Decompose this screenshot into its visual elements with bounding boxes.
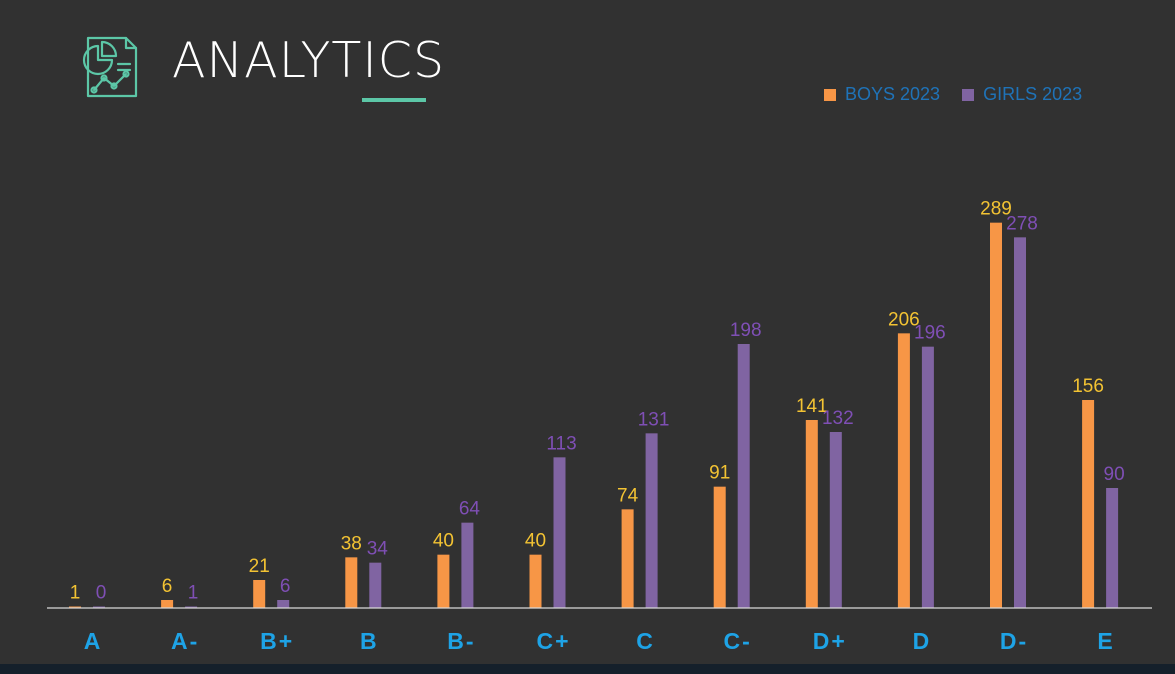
category-label: D [913,628,932,654]
category-label: D+ [813,628,847,654]
legend-item-boys: BOYS 2023 [824,84,940,105]
bar-girls-D [921,346,934,608]
data-label-girls: 132 [822,408,854,429]
data-label-boys: 141 [796,396,828,417]
data-label-girls: 198 [730,320,762,341]
data-label-boys: 156 [1072,376,1104,397]
bar-girls-A- [185,606,198,608]
category-label: C- [724,628,752,654]
bar-boys-D [897,333,910,608]
bar-girls-C+ [553,457,566,608]
category-label: C+ [536,628,570,654]
data-label-boys: 38 [341,533,362,554]
title-underline [362,98,426,102]
bar-boys-A [69,606,81,608]
bar-boys-B- [437,554,450,608]
bar-girls-E [1106,488,1119,608]
legend-item-girls: GIRLS 2023 [962,84,1082,105]
bar-boys-D- [990,222,1002,608]
bar-boys-B+ [253,580,266,608]
data-label-boys: 6 [162,576,173,597]
bar-boys-B [345,557,358,608]
data-label-girls: 113 [546,433,576,454]
legend-swatch [824,88,836,101]
data-label-girls: 1 [188,583,199,604]
data-label-boys: 91 [709,463,730,484]
data-label-boys: 40 [433,531,454,552]
legend-swatch [962,88,975,101]
bar-girls-C- [737,344,750,608]
data-label-girls: 131 [638,409,670,430]
data-label-girls: 64 [459,499,481,520]
category-label: A [84,628,103,654]
category-label: B- [447,628,475,654]
bar-boys-A- [161,600,174,608]
chart-legend: BOYS 2023 GIRLS 2023 [824,84,1082,105]
bar-girls-D- [1014,237,1026,609]
bar-girls-B+ [277,600,290,608]
legend-label: BOYS 2023 [845,84,941,104]
data-label-boys: 289 [980,199,1012,220]
category-label: C [636,628,655,654]
bar-boys-E [1082,400,1095,608]
bar-boys-D+ [805,420,818,608]
bar-girls-C [645,433,658,608]
bottom-strip [0,664,1175,674]
data-label-girls: 196 [914,323,946,344]
data-label-boys: 21 [249,556,270,577]
bar-girls-B- [461,522,474,608]
data-label-girls: 6 [280,576,291,597]
data-label-girls: 90 [1104,464,1125,485]
category-label: B+ [260,628,294,654]
data-label-boys: 206 [888,309,920,330]
bar-boys-C [621,509,634,608]
data-label-boys: 1 [70,583,81,604]
bar-girls-A [93,606,105,608]
page-title: ANALYTICS [172,32,446,89]
data-label-girls: 0 [96,583,107,604]
category-label: D- [1000,628,1028,654]
category-label: A- [171,628,199,654]
data-label-girls: 34 [367,539,389,560]
report-analytics-icon [82,36,138,98]
data-label-boys: 74 [617,485,639,506]
category-label: B [360,628,379,654]
bar-boys-C+ [529,554,542,608]
bar-boys-C- [713,486,726,608]
data-label-girls: 278 [1006,213,1038,234]
category-label: E [1097,628,1114,654]
bar-girls-B [369,562,382,608]
bar-girls-D+ [829,432,842,608]
legend-label: GIRLS 2023 [983,84,1083,104]
data-label-boys: 40 [525,531,546,552]
